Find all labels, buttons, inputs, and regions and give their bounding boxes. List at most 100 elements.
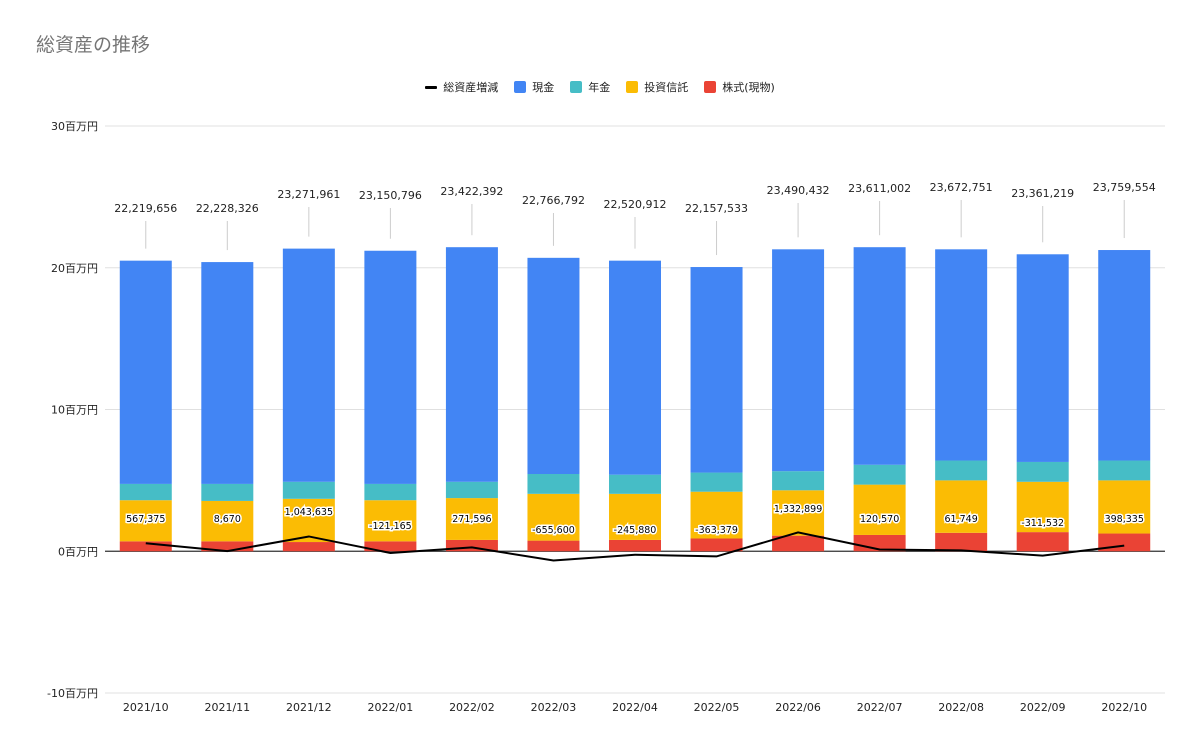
legend-label-cash: 現金 (532, 81, 555, 94)
total-label: 23,150,796 (359, 189, 422, 202)
x-tick-label: 2022/02 (449, 701, 495, 714)
bar-segment (445, 539, 498, 552)
legend-item-mutual-fund[interactable]: 投資信託 (626, 79, 688, 95)
bar-segment (690, 538, 743, 552)
x-tick-label: 2022/05 (694, 701, 740, 714)
x-tick-label: 2021/11 (204, 701, 250, 714)
line-data-label: 398,335 (1105, 514, 1144, 525)
bar-segment (119, 260, 172, 484)
bar-segment (1098, 460, 1151, 481)
total-label: 22,228,326 (196, 202, 259, 215)
bar-segment (445, 498, 498, 540)
bar-segment (609, 493, 661, 540)
x-tick-label: 2022/04 (612, 701, 658, 714)
legend-label-mutual-fund: 投資信託 (644, 81, 689, 94)
line-data-label: -245,880 (614, 525, 657, 536)
legend-label-total-change: 総資産増減 (443, 81, 499, 94)
legend-item-stock[interactable]: 株式(現物) (704, 79, 775, 95)
y-tick-label: 30百万円 (51, 120, 98, 133)
bar-segment (1016, 532, 1069, 552)
legend-swatch-pension (570, 81, 583, 93)
bar-segment (1016, 254, 1069, 462)
total-label: 23,672,751 (930, 181, 993, 194)
line-data-label: 61,749 (945, 514, 978, 525)
y-tick-label: 0百万円 (58, 545, 98, 558)
total-change-line (145, 531, 1125, 562)
bar-segment (935, 249, 988, 461)
bar-segment (609, 260, 661, 475)
bar-segment (364, 500, 417, 542)
bar-segment (1016, 481, 1069, 533)
legend-label-pension: 年金 (588, 81, 611, 94)
y-tick-label: 20百万円 (51, 262, 98, 275)
line-data-label: 1,043,635 (285, 507, 333, 518)
total-label: 22,766,792 (522, 194, 585, 207)
total-label: 23,422,392 (440, 185, 503, 198)
legend-swatch-cash (514, 81, 527, 93)
bar-segment (119, 500, 172, 542)
x-tick-label: 2022/08 (938, 701, 984, 714)
chart-legend: 総資産増減 現金 年金 投資信託 株式(現物) (0, 79, 1200, 95)
bar-segment (201, 541, 254, 552)
line-data-label: -363,379 (695, 525, 738, 536)
bar-segment (364, 250, 417, 484)
bar-segment (119, 483, 172, 501)
total-label: 23,361,219 (1011, 187, 1074, 200)
bar-segment (445, 247, 498, 482)
bar-segment (282, 248, 335, 482)
bar-segment (853, 464, 906, 485)
bar-segment (609, 474, 661, 494)
line-data-label: -121,165 (369, 521, 412, 532)
bar-segment (201, 483, 254, 501)
line-data-label: 271,596 (452, 514, 491, 525)
bar-segment (609, 539, 661, 552)
bar-segment (282, 542, 335, 552)
x-tick-label: 2022/01 (368, 701, 414, 714)
bar-segment (935, 460, 988, 481)
legend-item-pension[interactable]: 年金 (570, 79, 610, 95)
bar-segment (201, 500, 254, 542)
total-label: 23,271,961 (277, 188, 340, 201)
line-data-label: -655,600 (532, 525, 575, 536)
x-tick-label: 2022/03 (531, 701, 577, 714)
line-data-label: 120,570 (860, 514, 899, 525)
bar-segment (364, 483, 417, 501)
total-label: 23,611,002 (848, 182, 911, 195)
bar-segment (527, 540, 580, 552)
line-data-label: -311,532 (1021, 518, 1064, 529)
legend-swatch-total-change (425, 85, 438, 89)
bar-segment (935, 480, 988, 533)
bar-segment (119, 541, 172, 552)
bar-segment (690, 491, 743, 539)
bar-segment (772, 471, 825, 491)
line-data-label: 1,332,899 (774, 504, 822, 515)
bar-segment (1098, 480, 1151, 534)
bar-segment (772, 249, 825, 472)
bar-segment (445, 481, 498, 499)
x-tick-label: 2022/10 (1101, 701, 1147, 714)
line-data-label: 8,670 (214, 514, 241, 525)
bar-segment (527, 257, 580, 474)
bar-segment (527, 493, 580, 541)
legend-swatch-mutual-fund (626, 81, 639, 93)
legend-item-cash[interactable]: 現金 (514, 79, 554, 95)
bar-segment (690, 472, 743, 492)
legend-item-total-change[interactable]: 総資産増減 (425, 79, 498, 95)
y-tick-label: -10百万円 (47, 687, 98, 700)
total-label: 22,157,533 (685, 202, 748, 215)
x-tick-label: 2022/06 (775, 701, 821, 714)
bar-segment (853, 484, 906, 535)
total-label: 23,490,432 (767, 184, 830, 197)
line-data-label: 567,375 (126, 514, 165, 525)
x-tick-label: 2021/10 (123, 701, 169, 714)
x-tick-label: 2022/07 (857, 701, 903, 714)
bar-segment (772, 490, 825, 536)
total-label: 22,520,912 (604, 198, 667, 211)
chart-title: 総資産の推移 (36, 34, 151, 56)
bar-segment (1098, 250, 1151, 461)
bar-segment (527, 473, 580, 494)
total-label: 22,219,656 (114, 202, 177, 215)
bar-segment (772, 535, 825, 552)
bar-segment (364, 541, 417, 552)
